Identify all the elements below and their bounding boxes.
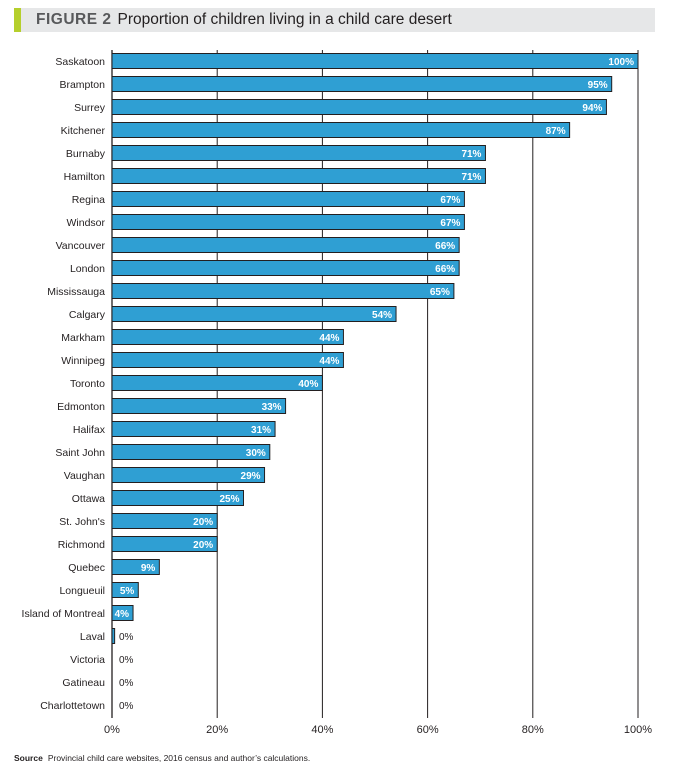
bar	[111, 168, 486, 184]
category-label: Halifax	[73, 424, 106, 436]
header-accent-bar	[14, 8, 21, 32]
data-label: 44%	[319, 356, 339, 367]
category-label: Mississauga	[47, 286, 105, 298]
category-label: Laval	[80, 631, 105, 643]
figure-heading: FIGURE 2 Proportion of children living in…	[36, 11, 452, 29]
figure-header: FIGURE 2 Proportion of children living in…	[14, 8, 655, 32]
figure-title: Proportion of children living in a child…	[117, 11, 452, 28]
data-label: 67%	[440, 218, 460, 229]
bar	[111, 329, 344, 345]
category-label: Toronto	[70, 378, 105, 390]
x-tick-label: 0%	[104, 724, 120, 736]
category-label: Burnaby	[66, 148, 106, 160]
category-label: London	[70, 263, 105, 275]
bar	[111, 444, 271, 460]
data-label: 33%	[262, 402, 282, 413]
category-label: Regina	[72, 194, 105, 206]
data-label: 71%	[461, 149, 481, 160]
bar	[111, 605, 134, 621]
category-label: Winnipeg	[61, 355, 105, 367]
category-label: Quebec	[68, 562, 105, 574]
data-label: 31%	[251, 425, 271, 436]
category-label: Richmond	[58, 539, 105, 551]
data-label: 67%	[440, 195, 460, 206]
category-label: Kitchener	[61, 125, 106, 137]
data-label: 87%	[546, 126, 566, 137]
category-label: Saskatoon	[55, 56, 105, 68]
category-label: St. John's	[59, 516, 105, 528]
data-label: 25%	[219, 494, 239, 505]
data-label: 9%	[141, 563, 156, 574]
data-label: 20%	[193, 517, 213, 528]
category-label: Island of Montreal	[22, 608, 105, 620]
data-label: 29%	[241, 471, 261, 482]
x-tick-label: 100%	[624, 724, 652, 736]
data-label: 95%	[588, 80, 608, 91]
bar	[111, 99, 607, 115]
data-label: 0%	[119, 701, 134, 712]
data-label: 100%	[608, 57, 634, 68]
category-label: Longueuil	[59, 585, 105, 597]
bar	[111, 191, 465, 207]
bar	[111, 283, 455, 299]
x-tick-label: 60%	[417, 724, 439, 736]
x-tick-label: 40%	[311, 724, 333, 736]
source-label: Source	[14, 753, 43, 763]
category-label: Hamilton	[64, 171, 106, 183]
category-label: Edmonton	[57, 401, 105, 413]
category-label: Victoria	[70, 654, 105, 666]
bar	[111, 306, 397, 322]
bar	[111, 398, 287, 414]
data-label: 0%	[119, 678, 134, 689]
category-label: Saint John	[55, 447, 105, 459]
bar	[111, 145, 486, 161]
data-label: 71%	[461, 172, 481, 183]
source-text: Provincial child care websites, 2016 cen…	[47, 753, 311, 763]
data-label: 66%	[435, 241, 455, 252]
bar	[111, 536, 218, 552]
category-label: Gatineau	[62, 677, 105, 689]
data-label: 5%	[120, 586, 135, 597]
bar	[111, 122, 571, 138]
category-label: Charlottetown	[40, 700, 105, 712]
figure-label: FIGURE 2	[36, 11, 112, 28]
data-label: 94%	[582, 103, 602, 114]
category-label: Surrey	[74, 102, 106, 114]
data-label: 66%	[435, 264, 455, 275]
category-label: Calgary	[69, 309, 106, 321]
bar	[111, 375, 323, 391]
data-label: 4%	[115, 609, 130, 620]
bar	[111, 76, 613, 92]
bar	[111, 559, 160, 575]
data-label: 54%	[372, 310, 392, 321]
data-label: 0%	[119, 655, 134, 666]
bar	[111, 490, 244, 506]
category-label: Windsor	[66, 217, 105, 229]
x-tick-label: 20%	[206, 724, 228, 736]
bar	[111, 237, 460, 253]
category-label: Brampton	[59, 79, 105, 91]
data-label: 65%	[430, 287, 450, 298]
bar	[111, 53, 639, 69]
bar	[111, 582, 139, 598]
data-label: 30%	[246, 448, 266, 459]
bar	[111, 260, 460, 276]
category-label: Vancouver	[56, 240, 106, 252]
data-label: 44%	[319, 333, 339, 344]
category-label: Markham	[61, 332, 105, 344]
category-label: Ottawa	[72, 493, 105, 505]
bar	[111, 421, 276, 437]
data-label: 0%	[119, 632, 134, 643]
bar	[111, 214, 465, 230]
bar	[111, 628, 116, 644]
bar	[111, 513, 218, 529]
data-label: 20%	[193, 540, 213, 551]
category-label: Vaughan	[64, 470, 105, 482]
x-tick-label: 80%	[522, 724, 544, 736]
data-label: 40%	[298, 379, 318, 390]
bar	[111, 352, 344, 368]
bar	[111, 467, 266, 483]
source-note: Source Provincial child care websites, 20…	[14, 753, 310, 763]
